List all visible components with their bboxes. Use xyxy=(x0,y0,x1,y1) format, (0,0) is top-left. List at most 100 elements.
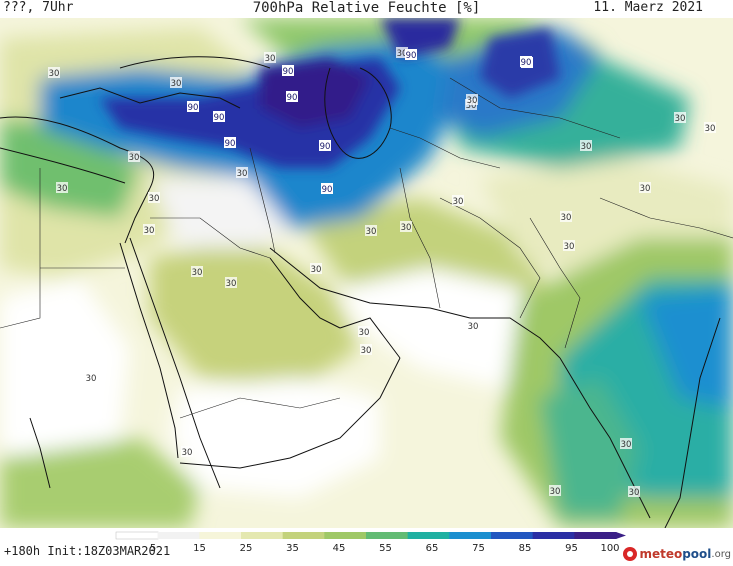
green-band-med xyxy=(0,118,140,218)
contour-label-text: 30 xyxy=(366,227,377,237)
forecast-date: 11. Maerz 2021 xyxy=(593,0,703,15)
contour-label-text: 30 xyxy=(453,197,464,207)
contour-label-text: 30 xyxy=(182,448,193,458)
contour-label-text: 30 xyxy=(467,96,478,106)
legend-tick-label: 95 xyxy=(565,543,578,554)
border-pak-india xyxy=(529,217,581,349)
contour-label-box xyxy=(360,344,372,355)
coast-india-east xyxy=(664,317,721,528)
contour-label-text: 30 xyxy=(144,226,155,236)
contour-label-text: 30 xyxy=(621,440,632,450)
contour-label-text: 30 xyxy=(57,184,68,194)
contour-label-box xyxy=(143,224,155,235)
logo-text-part1: meteo xyxy=(639,547,683,561)
border-india-nepal xyxy=(599,197,733,239)
contour-label-text: 30 xyxy=(171,79,182,89)
legend-tick-label: 25 xyxy=(240,543,253,554)
contour-label-box xyxy=(225,277,237,288)
contour-label: 30 xyxy=(580,140,592,152)
coast-levant xyxy=(124,187,151,244)
coast-africa-west xyxy=(29,417,51,489)
coast-black-sea xyxy=(119,56,271,69)
contour-label: 30 xyxy=(467,320,479,332)
contour-label-text: 90 xyxy=(225,139,236,149)
legend-swatch xyxy=(366,532,409,539)
coast-oman xyxy=(339,317,401,359)
contour-label-box xyxy=(191,266,203,277)
forecast-day-label: ???, 7Uhr xyxy=(3,0,74,15)
coastlines xyxy=(0,56,721,528)
contour-label: 90 xyxy=(282,65,294,77)
border-central-asia xyxy=(449,77,621,139)
contour-label: 30 xyxy=(191,266,203,278)
legend-tick-label: 75 xyxy=(472,543,485,554)
contour-label-box xyxy=(170,77,182,88)
humidity-map: 30 30 30 30 30 30 30 30 30 30 30 30 30 30 30 30 30 30 30 30… xyxy=(0,18,733,528)
border-afgh-pak xyxy=(439,197,541,319)
legend-swatch xyxy=(449,532,492,539)
contour-label-text: 30 xyxy=(401,223,412,233)
contour-label: 30 xyxy=(85,372,97,384)
contour-label-box xyxy=(580,140,592,151)
dry-zone-north xyxy=(150,178,300,248)
coast-caspian xyxy=(324,67,392,159)
legend-swatch xyxy=(115,531,159,540)
legend-tick-label: 85 xyxy=(519,543,532,554)
meteopool-logo[interactable]: meteo pool .org xyxy=(623,544,731,564)
country-borders xyxy=(0,77,733,419)
contour-label: 30 xyxy=(563,240,575,252)
contour-label-text: 30 xyxy=(468,322,479,332)
dry-zone-gulf xyxy=(340,268,560,388)
contour-label-box xyxy=(628,486,640,497)
contour-label-box xyxy=(56,182,68,193)
coast-anatolia xyxy=(59,87,241,109)
contour-label-text: 30 xyxy=(675,114,686,124)
legend-swatches xyxy=(115,531,626,540)
border-iran-afgh xyxy=(399,167,441,309)
contour-label-box xyxy=(148,192,160,203)
contour-label-box xyxy=(704,122,716,133)
map-title: 700hPa Relative Feuchte [%] xyxy=(252,0,481,16)
contour-label: 90 xyxy=(213,111,225,123)
legend-swatch xyxy=(574,532,617,539)
contour-label-text: 30 xyxy=(86,374,97,384)
contour-label-box xyxy=(282,65,294,76)
contour-label-text: 90 xyxy=(214,113,225,123)
dry-zone-sahara xyxy=(0,278,130,468)
contour-label-text: 30 xyxy=(629,488,640,498)
legend-swatch xyxy=(324,532,367,539)
contour-label: 30 xyxy=(628,486,640,498)
legend-tick-label: 15 xyxy=(193,543,206,554)
contour-label-box xyxy=(520,56,532,67)
legend-swatch xyxy=(532,532,575,539)
border-saudi-north xyxy=(150,217,271,259)
contour-label-text: 30 xyxy=(237,169,248,179)
color-scale-legend: 5 15 25 35 45 55 65 75 85 95 100 xyxy=(115,531,626,554)
contour-label: 30 xyxy=(452,195,464,207)
contour-label: 30 xyxy=(360,344,372,356)
contour-label-text: 90 xyxy=(521,58,532,68)
contour-label-text: 30 xyxy=(397,49,408,59)
contour-label-box xyxy=(319,140,331,151)
contour-label-box xyxy=(48,67,60,78)
contour-label-box xyxy=(365,225,377,236)
dry-zone-south xyxy=(170,378,380,498)
contour-label-text: 30 xyxy=(265,54,276,64)
coast-egypt xyxy=(0,147,126,184)
contour-label-box xyxy=(549,485,561,496)
contour-label-box xyxy=(236,167,248,178)
legend-tick-label: 65 xyxy=(426,543,439,554)
contour-label-text: 30 xyxy=(550,487,561,497)
contour-label-text: 30 xyxy=(226,279,237,289)
contour-label-box xyxy=(358,326,370,337)
coast-arabia-south xyxy=(179,357,401,469)
contour-label: 30 xyxy=(639,182,651,194)
contour-label-box xyxy=(560,211,572,222)
green-band-africa xyxy=(0,438,200,528)
teal-band-ocean xyxy=(540,378,640,518)
contour-label-text: 90 xyxy=(320,142,331,152)
coast-iran-south xyxy=(269,247,471,319)
legend-ticks: 5 15 25 35 45 55 65 75 85 95 100 xyxy=(150,543,620,554)
contour-label-text: 30 xyxy=(359,328,370,338)
